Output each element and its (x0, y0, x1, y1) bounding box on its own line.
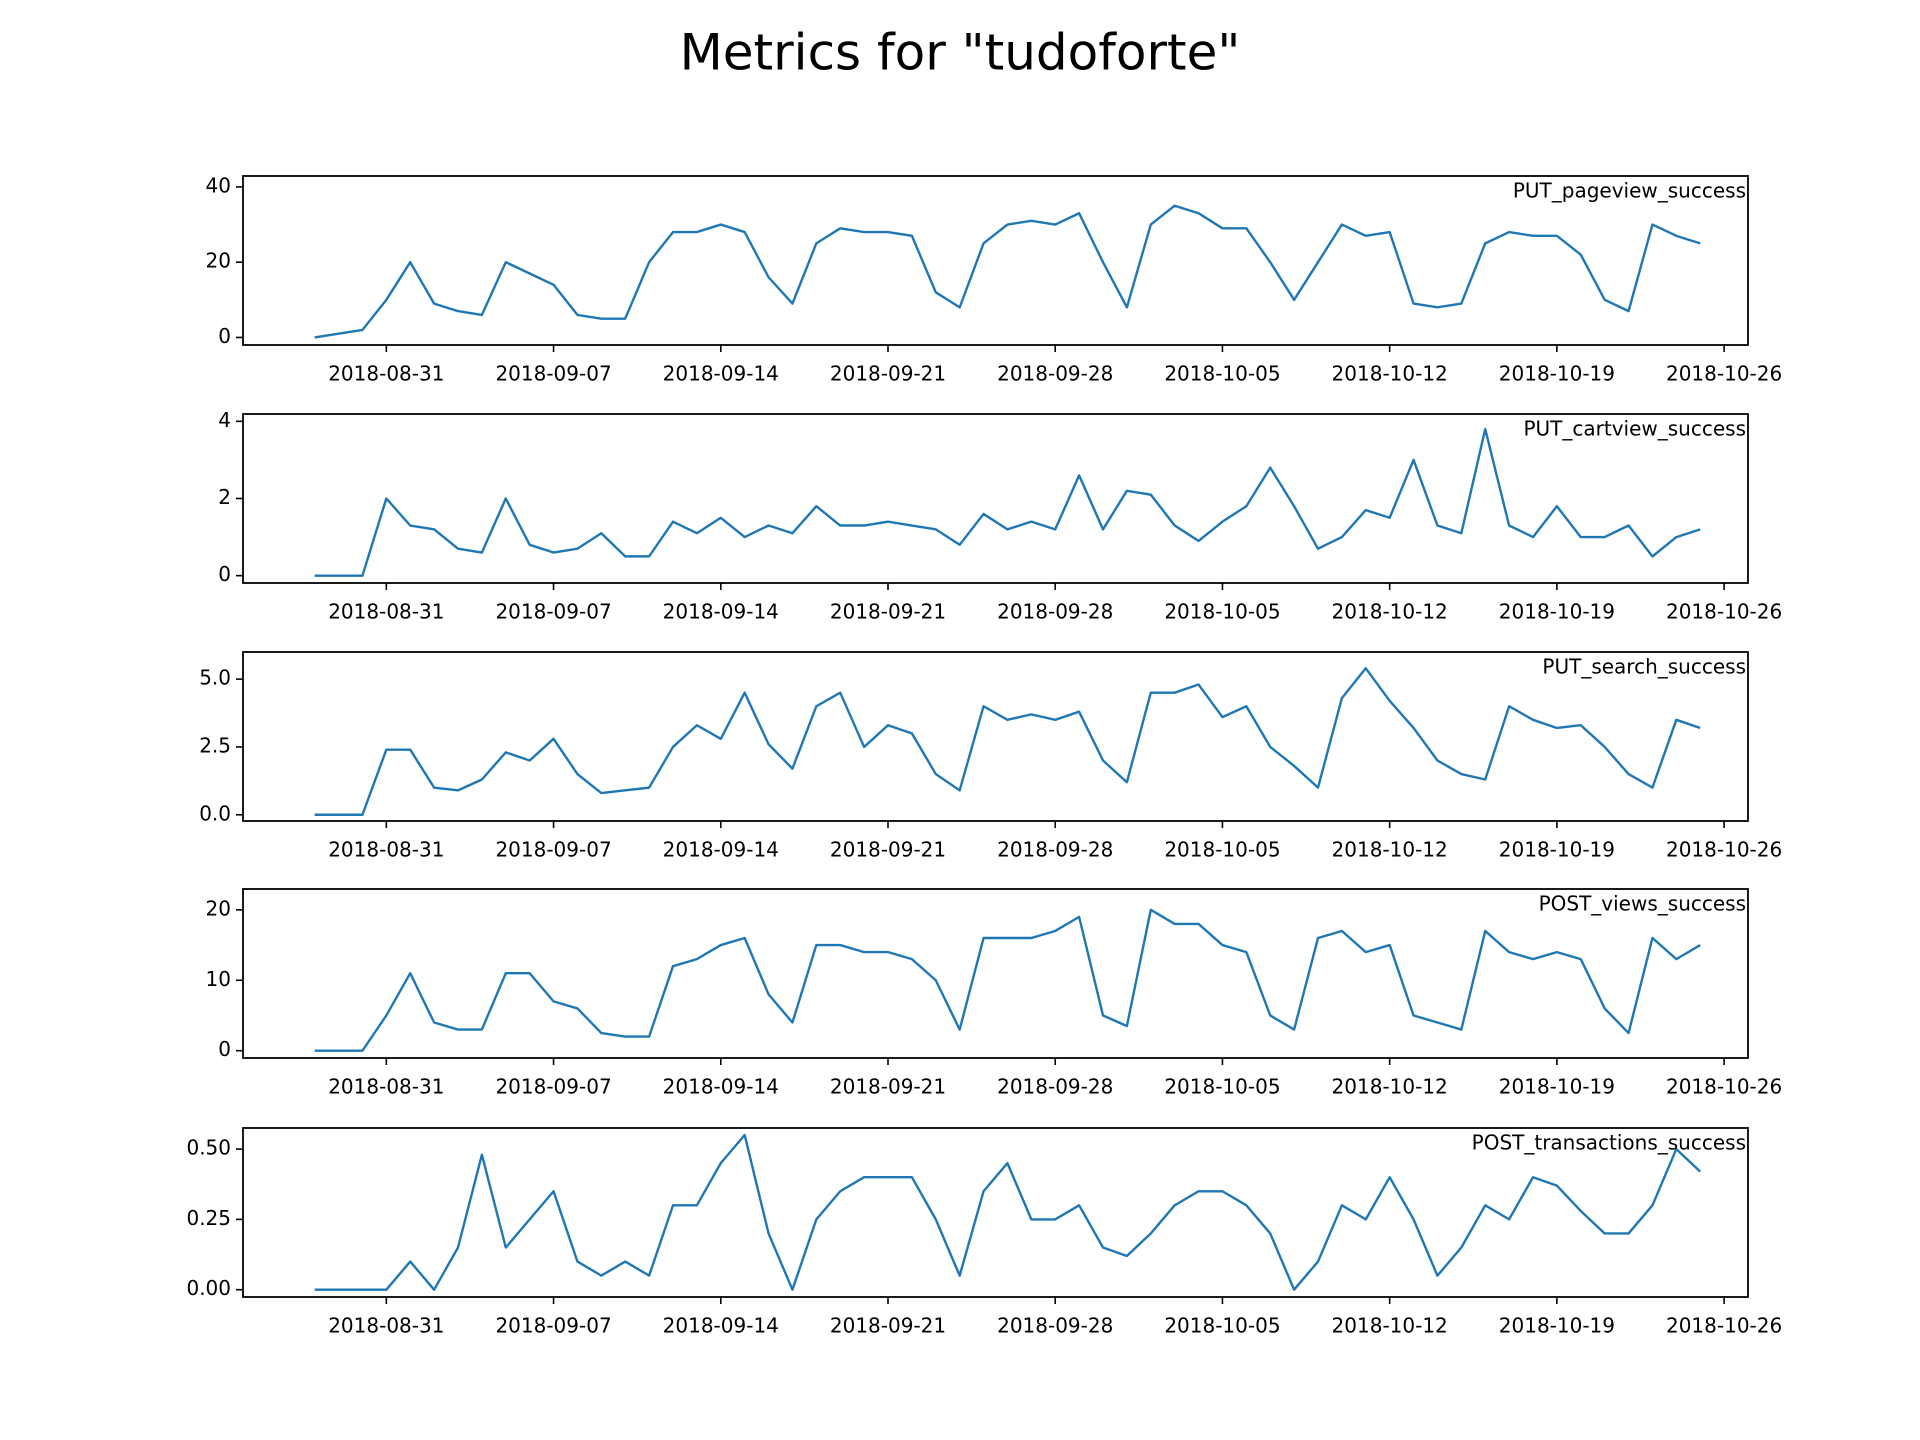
x-tick-label: 2018-10-05 (1164, 838, 1280, 862)
x-tick-label: 2018-10-19 (1499, 1314, 1615, 1338)
x-tick-label: 2018-10-12 (1332, 600, 1448, 624)
y-tick-label: 0 (218, 562, 231, 586)
x-tick-label: 2018-10-19 (1499, 362, 1615, 386)
series-line (314, 427, 1701, 577)
series-line (314, 908, 1701, 1052)
y-tick-label: 2.5 (199, 733, 231, 757)
x-tick-label: 2018-10-12 (1332, 1075, 1448, 1099)
series-line (314, 204, 1701, 339)
x-tick-label: 2018-10-19 (1499, 1075, 1615, 1099)
x-tick-label: 2018-10-26 (1666, 1075, 1782, 1099)
x-tick-label: 2018-08-31 (328, 838, 444, 862)
y-tick-label: 0 (218, 324, 231, 348)
x-tick-label: 2018-09-14 (663, 362, 779, 386)
y-tick-label: 0.00 (186, 1276, 231, 1300)
x-tick-label: 2018-08-31 (328, 1314, 444, 1338)
y-tick-label: 20 (206, 896, 231, 920)
x-tick-label: 2018-10-19 (1499, 600, 1615, 624)
x-tick-label: 2018-09-07 (495, 1314, 611, 1338)
x-tick-label: 2018-10-26 (1666, 362, 1782, 386)
x-tick-label: 2018-09-14 (663, 838, 779, 862)
x-tick-label: 2018-09-28 (997, 362, 1113, 386)
y-tick-label: 0.50 (186, 1136, 231, 1160)
axes-frame (242, 413, 1749, 584)
y-tick-label: 5.0 (199, 666, 231, 690)
legend-label: PUT_search_success (1542, 655, 1746, 679)
x-tick-label: 2018-10-05 (1164, 1314, 1280, 1338)
x-tick-label: 2018-09-14 (663, 1314, 779, 1338)
y-tick-label: 10 (206, 967, 231, 991)
legend-label: PUT_pageview_success (1513, 179, 1746, 203)
y-tick-label: 20 (206, 249, 231, 273)
x-tick-label: 2018-09-28 (997, 1075, 1113, 1099)
x-tick-label: 2018-09-07 (495, 1075, 611, 1099)
x-tick-label: 2018-10-12 (1332, 1314, 1448, 1338)
subplot: 0 2 4 2018-08-31 2018-09-07 2018-09-14 2018-09… (218, 408, 1782, 624)
x-tick-label: 2018-08-31 (328, 1075, 444, 1099)
x-tick-label: 2018-10-26 (1666, 1314, 1782, 1338)
x-tick-label: 2018-09-28 (997, 1314, 1113, 1338)
x-tick-label: 2018-09-14 (663, 600, 779, 624)
x-tick-label: 2018-09-21 (830, 1075, 946, 1099)
axes-frame (242, 175, 1749, 346)
subplot: 0 20 40 2018-08-31 2018-09-07 2018-09-14 2018-… (206, 173, 1783, 385)
x-tick-label: 2018-10-12 (1332, 362, 1448, 386)
x-tick-label: 2018-09-21 (830, 362, 946, 386)
subplot: 0.00 0.25 0.50 2018-08-31 2018-09-07 2018-09-… (186, 1127, 1782, 1338)
axes-frame (242, 1127, 1749, 1298)
x-tick-label: 2018-10-26 (1666, 600, 1782, 624)
x-tick-label: 2018-09-07 (495, 600, 611, 624)
y-tick-label: 4 (218, 408, 231, 432)
y-tick-label: 0 (218, 1037, 231, 1061)
axes-frame (242, 651, 1749, 822)
x-tick-label: 2018-10-05 (1164, 600, 1280, 624)
y-tick-label: 0.0 (199, 801, 231, 825)
figure-title: Metrics for "tudoforte" (680, 24, 1241, 82)
x-tick-label: 2018-10-26 (1666, 838, 1782, 862)
x-tick-label: 2018-10-12 (1332, 838, 1448, 862)
x-tick-label: 2018-09-21 (830, 1314, 946, 1338)
legend-label: POST_transactions_success (1472, 1131, 1746, 1155)
series-line (314, 667, 1701, 816)
x-tick-label: 2018-10-19 (1499, 838, 1615, 862)
y-tick-label: 0.25 (186, 1206, 231, 1230)
x-tick-label: 2018-09-21 (830, 838, 946, 862)
x-tick-label: 2018-09-28 (997, 838, 1113, 862)
x-tick-label: 2018-10-05 (1164, 1075, 1280, 1099)
axes-frame (242, 888, 1749, 1059)
x-tick-label: 2018-09-14 (663, 1075, 779, 1099)
subplot: 0.0 2.5 5.0 2018-08-31 2018-09-07 2018-09-14 2… (199, 651, 1782, 862)
x-tick-label: 2018-09-07 (495, 838, 611, 862)
x-tick-label: 2018-09-28 (997, 600, 1113, 624)
legend-label: POST_views_success (1539, 892, 1746, 916)
series-line (314, 1133, 1702, 1291)
y-tick-label: 40 (206, 173, 231, 197)
legend-label: PUT_cartview_success (1523, 417, 1746, 441)
y-tick-label: 2 (218, 485, 231, 509)
x-tick-label: 2018-09-07 (495, 362, 611, 386)
x-tick-label: 2018-10-05 (1164, 362, 1280, 386)
x-tick-label: 2018-08-31 (328, 362, 444, 386)
x-tick-label: 2018-09-21 (830, 600, 946, 624)
x-tick-label: 2018-08-31 (328, 600, 444, 624)
subplot: 0 10 20 2018-08-31 2018-09-07 2018-09-14 2018-… (206, 888, 1782, 1099)
